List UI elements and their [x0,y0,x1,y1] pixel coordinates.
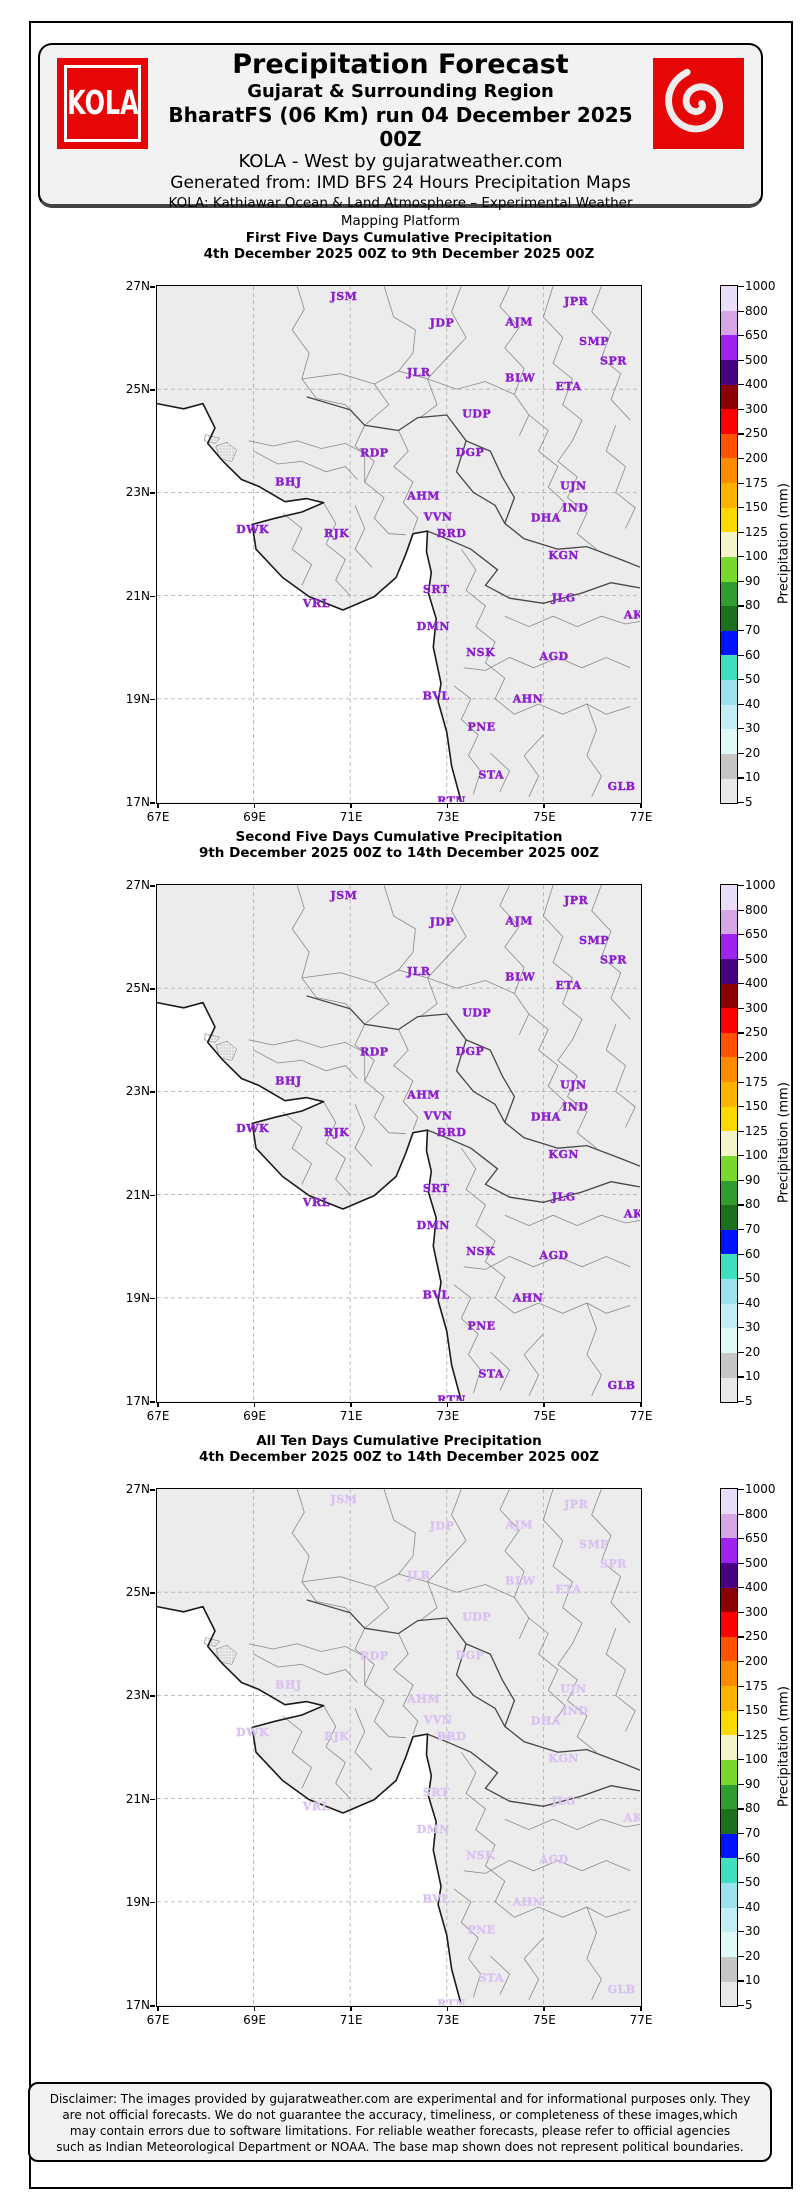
subtitle-model-run: BharatFS (06 Km) run 04 December 2025 00… [168,103,633,151]
spiral-path [665,68,724,133]
subtitle-source: Generated from: IMD BFS 24 Hours Precipi… [170,173,631,193]
disclaimer-line: may contain errors due to software limit… [69,2124,731,2138]
page-title: Precipitation Forecast [232,49,569,80]
subtitle-region: Gujarat & Surrounding Region [247,81,554,102]
kola-logo-frame: KOLA [64,65,141,142]
subtitle-brand: KOLA - West by gujaratweather.com [238,151,563,172]
footer-disclaimer: Disclaimer: The images provided by gujar… [28,2082,772,2162]
cyclone-logo [653,58,744,149]
outer-frame [29,21,793,2189]
kola-logo: KOLA [57,58,148,149]
disclaimer-line: such as Indian Meteorological Department… [56,2140,744,2154]
disclaimer-line: Disclaimer: The images provided by gujar… [49,2092,751,2106]
header-box: KOLA Precipitation Forecast Gujarat & Su… [38,43,763,229]
cyclone-spiral-icon [665,68,724,133]
kola-logo-background [57,58,148,149]
kola-logo-text: KOLA [66,84,139,123]
header-text: Precipitation Forecast Gujarat & Surroun… [155,49,646,229]
subtitle-platform: KOLA: Kathiawar Ocean & Land Atmosphere … [168,195,633,229]
disclaimer-line: are not official forecasts. We do not gu… [62,2108,738,2122]
